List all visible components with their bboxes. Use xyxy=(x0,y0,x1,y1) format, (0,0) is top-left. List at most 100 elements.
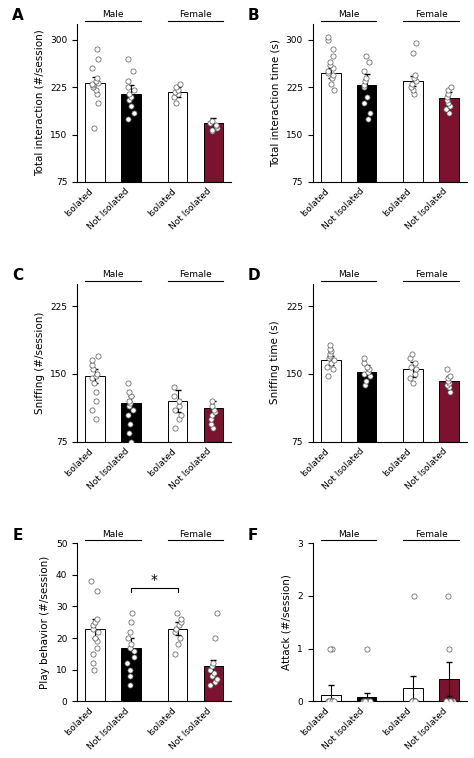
Point xyxy=(126,663,134,675)
Point xyxy=(329,695,337,707)
Point xyxy=(363,72,370,84)
Point xyxy=(411,695,419,707)
Point xyxy=(326,643,334,655)
Point xyxy=(89,619,97,631)
Y-axis label: Sniffing (#/session): Sniffing (#/session) xyxy=(35,312,45,414)
Point xyxy=(127,625,134,637)
Text: D: D xyxy=(248,268,261,283)
Point xyxy=(444,375,452,387)
Point xyxy=(409,695,417,707)
Point xyxy=(328,72,336,84)
Point xyxy=(128,616,135,628)
Point xyxy=(172,97,180,109)
Point xyxy=(124,81,131,93)
Text: Male: Male xyxy=(102,270,124,279)
Point xyxy=(446,106,453,118)
Point xyxy=(366,370,374,382)
Point xyxy=(124,113,132,125)
Point xyxy=(125,386,132,398)
Point xyxy=(324,370,331,382)
Text: Male: Male xyxy=(102,530,124,539)
Point xyxy=(177,616,185,628)
Point xyxy=(443,94,451,106)
Point xyxy=(92,84,100,96)
Point xyxy=(444,87,452,99)
Point xyxy=(175,399,182,412)
Point xyxy=(363,375,370,387)
Point xyxy=(130,644,138,656)
Point xyxy=(328,357,335,369)
Point xyxy=(88,404,96,416)
Point xyxy=(406,372,413,384)
Point xyxy=(127,390,135,402)
Point xyxy=(92,413,100,425)
Point xyxy=(126,87,133,99)
Text: *: * xyxy=(151,573,158,587)
Point xyxy=(210,667,218,679)
Bar xyxy=(321,695,340,701)
Point xyxy=(94,350,102,362)
Point xyxy=(125,395,132,407)
Point xyxy=(176,78,183,90)
Bar xyxy=(439,381,459,509)
Point xyxy=(410,84,417,96)
Point xyxy=(329,62,337,74)
Point xyxy=(94,43,101,55)
Point xyxy=(410,72,418,84)
Point xyxy=(125,427,133,439)
Point xyxy=(409,377,416,389)
Point xyxy=(93,641,101,653)
Point xyxy=(410,87,418,99)
Point xyxy=(211,632,219,644)
Point xyxy=(172,625,179,637)
Point xyxy=(361,352,368,364)
Point xyxy=(92,386,100,398)
Point xyxy=(88,62,95,74)
Point xyxy=(444,84,452,96)
Point xyxy=(91,632,99,644)
Text: Female: Female xyxy=(179,11,212,20)
Point xyxy=(328,695,335,707)
Bar xyxy=(204,409,223,509)
Text: Female: Female xyxy=(415,11,447,20)
Point xyxy=(326,348,334,360)
Point xyxy=(124,409,131,421)
Point xyxy=(130,651,138,663)
Point xyxy=(125,94,133,106)
Bar xyxy=(204,666,223,701)
Point xyxy=(446,386,454,398)
Point xyxy=(126,399,133,412)
Point xyxy=(444,363,451,375)
Point xyxy=(442,695,450,707)
Point xyxy=(89,81,96,93)
Text: B: B xyxy=(248,8,259,23)
Bar xyxy=(403,688,423,701)
Point xyxy=(325,695,333,707)
Point xyxy=(362,695,369,707)
Point xyxy=(92,370,100,382)
Point xyxy=(88,575,95,587)
Point xyxy=(94,368,101,380)
Point xyxy=(407,361,415,373)
Point xyxy=(126,670,134,682)
Point xyxy=(408,348,416,360)
Point xyxy=(447,81,455,93)
Point xyxy=(128,606,136,619)
Text: E: E xyxy=(12,528,23,543)
Point xyxy=(170,390,178,402)
Point xyxy=(324,361,331,373)
Point xyxy=(174,87,182,99)
Point xyxy=(365,695,372,707)
Point xyxy=(328,643,336,655)
Point xyxy=(90,622,97,634)
Text: F: F xyxy=(248,528,258,543)
Point xyxy=(444,379,451,391)
Point xyxy=(95,53,102,65)
Point xyxy=(327,350,334,362)
Point xyxy=(410,46,417,58)
Point xyxy=(361,75,368,87)
Point xyxy=(360,368,368,380)
Point xyxy=(93,613,100,625)
Bar xyxy=(121,93,141,230)
Point xyxy=(324,65,332,77)
